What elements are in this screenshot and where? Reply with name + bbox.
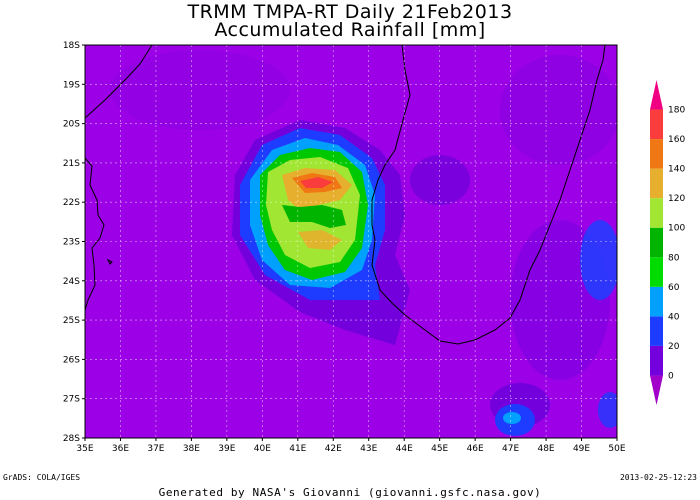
colorbar-label-160: 160: [668, 135, 685, 145]
title-line-2: Accumulated Rainfall [mm]: [214, 19, 486, 41]
title-line-1: TRMM TMPA-RT Daily 21Feb2013: [187, 1, 513, 23]
colorbar-segment: [650, 316, 663, 346]
lat-label-20S: 20S: [63, 120, 80, 130]
colorbar-label-60: 60: [668, 283, 680, 293]
lat-label-26S: 26S: [63, 355, 80, 365]
lon-label-38E: 38E: [183, 444, 200, 454]
lon-label-35E: 35E: [76, 444, 93, 454]
colorbar-segment: [650, 286, 663, 317]
storm-system: [232, 120, 410, 345]
colorbar-segment: [650, 345, 663, 376]
lon-label-45E: 45E: [431, 444, 448, 454]
lon-label-43E: 43E: [360, 444, 377, 454]
lon-label-36E: 36E: [112, 444, 129, 454]
lat-label-18S: 18S: [63, 41, 80, 51]
lon-label-37E: 37E: [147, 444, 164, 454]
lat-label-22S: 22S: [63, 198, 80, 208]
colorbar-segment: [650, 257, 663, 287]
lon-label-48E: 48E: [537, 444, 554, 454]
lat-label-19S: 19S: [63, 80, 80, 90]
colorbar-segment: [650, 80, 663, 110]
lon-label-47E: 47E: [502, 444, 519, 454]
colorbar-label-20: 20: [668, 342, 680, 352]
lon-label-42E: 42E: [325, 444, 342, 454]
lon-label-46E: 46E: [467, 444, 484, 454]
latitude-axis: 18S 19S 20S 21S 22S 23S 24S 25S 26S 27S 28S: [63, 41, 85, 444]
colorbar-segment: [650, 109, 663, 140]
colorbar: 0 20 40 60 80 100 120 140 160 180: [650, 80, 685, 405]
lat-label-21S: 21S: [63, 159, 80, 169]
lon-label-39E: 39E: [218, 444, 235, 454]
lon-label-50E: 50E: [608, 444, 625, 454]
colorbar-label-140: 140: [668, 165, 685, 175]
colorbar-label-0: 0: [668, 371, 674, 381]
footer-right: 2013-02-25-12:23: [619, 473, 697, 482]
colorbar-label-180: 180: [668, 106, 685, 116]
grid-lines: [85, 45, 617, 438]
colorbar-label-40: 40: [668, 312, 680, 322]
colorbar-segment: [650, 375, 663, 405]
colorbar-label-120: 120: [668, 194, 685, 204]
colorbar-segment: [650, 198, 663, 228]
longitude-axis: 35E 36E 37E 38E 39E 40E 41E 42E 43E 44E 45E 46E 47E 4…: [76, 438, 626, 454]
lat-label-23S: 23S: [63, 238, 80, 248]
coastlines: [85, 45, 606, 345]
lat-label-25S: 25S: [63, 316, 80, 326]
colorbar-segment: [650, 139, 663, 169]
rainfall-field: [85, 45, 617, 438]
credit-line: Generated by NASA's Giovanni (giovanni.g…: [158, 486, 542, 499]
lon-label-40E: 40E: [254, 444, 271, 454]
lon-label-44E: 44E: [396, 444, 413, 454]
colorbar-label-100: 100: [668, 224, 685, 234]
lat-label-28S: 28S: [63, 434, 80, 444]
lon-label-41E: 41E: [289, 444, 306, 454]
lon-label-49E: 49E: [573, 444, 590, 454]
colorbar-label-80: 80: [668, 253, 680, 263]
lat-label-24S: 24S: [63, 277, 80, 287]
colorbar-segment: [650, 227, 663, 258]
lat-label-27S: 27S: [63, 395, 80, 405]
footer-left: GrADS: COLA/IGES: [3, 473, 81, 482]
colorbar-segment: [650, 168, 663, 199]
